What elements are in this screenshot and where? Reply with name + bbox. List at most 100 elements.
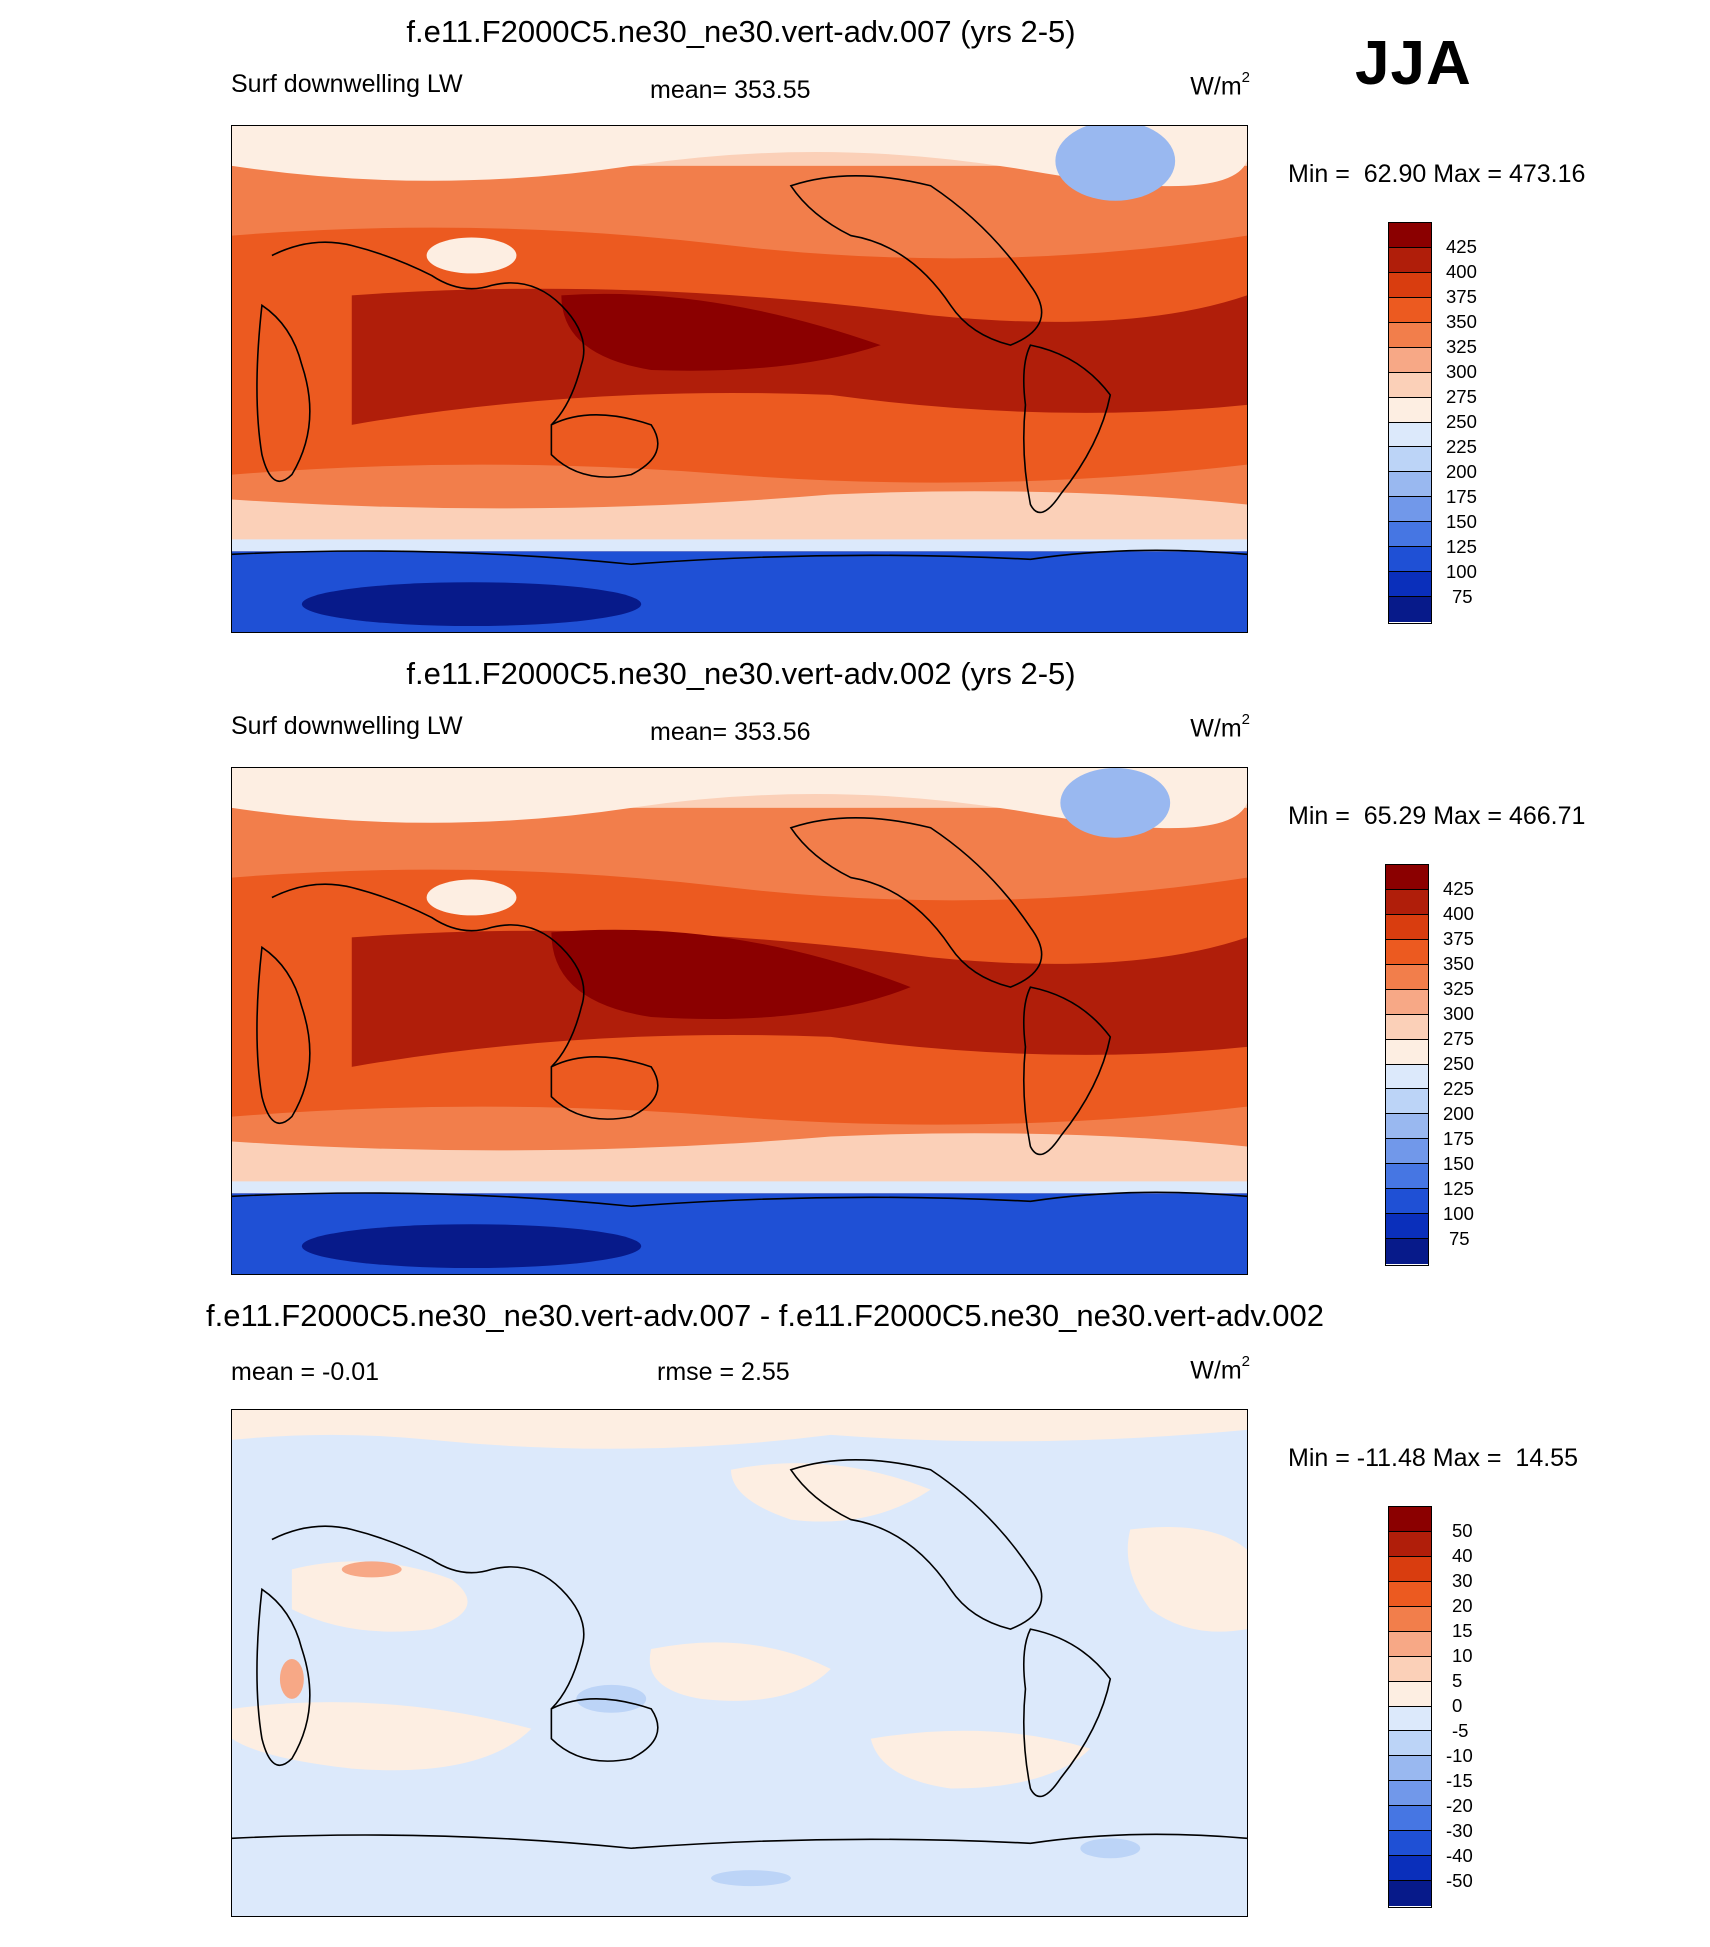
panel-2-colorbar-swatch	[1386, 1214, 1428, 1240]
panel-3-map-field	[232, 1410, 1247, 1916]
panel-2-variable-label: Surf downwelling LW	[231, 712, 463, 740]
panel-2-colorbar-swatch	[1386, 1014, 1428, 1040]
panel-1-colorbar-tick-label: 350	[1446, 311, 1477, 333]
panel-2-colorbar-tick-label: 200	[1443, 1102, 1474, 1124]
panel-2-coast-south-america	[1022, 986, 1112, 1156]
panel-2-field-tibet	[426, 879, 517, 916]
panel-2-colorbar-swatch	[1386, 989, 1428, 1015]
panel-1-colorbar-tick-label: 75	[1452, 585, 1473, 607]
panel-1-field-warm-pool	[561, 293, 881, 371]
panel-3-colorbar-swatch	[1389, 1756, 1431, 1782]
panel-1-colorbar-swatch	[1389, 597, 1431, 622]
panel-2-coast-eurasia	[271, 883, 585, 1068]
panel-3-colorbar-swatch	[1389, 1806, 1431, 1832]
panel-2-field-greenland	[1060, 768, 1171, 838]
panel-2-colorbar-tick-label: 250	[1443, 1053, 1474, 1074]
panel-3-colorbar-swatch	[1389, 1581, 1431, 1607]
panel-2-minmax: Min = 65.29 Max = 466.71	[1288, 802, 1586, 830]
panel-1-coast-antarctica	[232, 549, 1247, 566]
panel-1-colorbar-tick-label: 225	[1446, 435, 1477, 457]
panel-2-colorbar-swatch	[1386, 1039, 1428, 1065]
panel-2-colorbar-swatch	[1386, 1089, 1428, 1115]
panel-3-colorbar-swatch	[1389, 1507, 1431, 1532]
panel-1-coast-eurasia	[271, 241, 585, 426]
panel-3-colorbar-tick-label: -5	[1452, 1719, 1469, 1741]
panel-1-colorbar-swatch	[1389, 322, 1431, 348]
panel-3-colorbar-swatch	[1389, 1831, 1431, 1857]
panel-1-colorbar-tick-label: 375	[1446, 286, 1477, 308]
panel-1-colorbar-swatch	[1389, 447, 1431, 473]
panel-1-mean-label: mean= 353.55	[650, 76, 811, 104]
panel-1-minmax: Min = 62.90 Max = 473.16	[1288, 160, 1586, 188]
panel-1-colorbar-swatch	[1389, 272, 1431, 298]
panel-1-variable-label: Surf downwelling LW	[231, 70, 463, 98]
panel-1-colorbar-swatch	[1389, 572, 1431, 598]
panel-1-coast-africa	[256, 303, 311, 482]
panel-1-field-greenland	[1055, 126, 1176, 201]
panel-1-colorbar-tick-label: 300	[1446, 361, 1477, 383]
panel-3-colorbar-swatch	[1389, 1556, 1431, 1582]
panel-1-field-polar-cap	[232, 126, 1247, 187]
panel-1-colorbar-swatch	[1389, 223, 1431, 248]
panel-2-field-subpolar	[232, 1133, 1247, 1187]
panel-1-colorbar-tick-label: 175	[1446, 485, 1477, 507]
panel-1-colorbar-tick-label: 325	[1446, 336, 1477, 358]
panel-2-colorbar-swatch	[1386, 1189, 1428, 1215]
panel-3-field-positive-c	[870, 1730, 1091, 1789]
panel-2-colorbar-swatch	[1386, 964, 1428, 990]
panel-1-coastlines	[232, 175, 1247, 566]
panel-2-coast-africa	[256, 945, 311, 1124]
panel-3-colorbar-tick-label: -30	[1446, 1819, 1473, 1841]
panel-3-coast-australia	[550, 1698, 659, 1762]
panel-3-colorbar-swatch	[1389, 1781, 1431, 1807]
panel-1-colorbar-tick-label: 250	[1446, 411, 1477, 432]
panel-3-mean-label: mean = -0.01	[231, 1358, 380, 1386]
panel-3-colorbar-tick-label: 10	[1452, 1645, 1473, 1667]
panel-3-colorbar-tick-label: 15	[1452, 1620, 1473, 1642]
panel-1-colorbar-tick-label: 125	[1446, 535, 1477, 557]
panel-3-colorbar-tick-label: -15	[1446, 1769, 1473, 1791]
panel-1-colorbar-swatch	[1389, 522, 1431, 548]
panel-3-field-positive-f	[1127, 1527, 1247, 1632]
panel-3-field-cool-spot-a	[576, 1684, 647, 1713]
panel-2-mean-label: mean= 353.56	[650, 718, 811, 746]
panel-3-coast-eurasia	[271, 1525, 585, 1710]
panel-1-colorbar-swatch	[1389, 472, 1431, 498]
panel-1-colorbar-tick-label: 200	[1446, 460, 1477, 482]
panel-1-colorbar-tick-label: 100	[1446, 560, 1477, 582]
panel-2-colorbar-tick-label: 375	[1443, 928, 1474, 950]
panel-1-map	[231, 125, 1248, 633]
panel-2-colorbar-swatch	[1386, 914, 1428, 940]
panel-2-map	[231, 767, 1248, 1275]
panel-2-colorbar-tick-label: 350	[1443, 953, 1474, 975]
panel-1-field-ice-edge	[232, 539, 1247, 552]
panel-2-colorbar-swatch	[1386, 1114, 1428, 1140]
panel-3-colorbar-tick-label: -50	[1446, 1869, 1473, 1891]
panel-1-coast-north-america	[789, 175, 1043, 346]
panel-2-map-field	[232, 768, 1247, 1274]
panel-1-colorbar-tick-label: 150	[1446, 510, 1477, 532]
panel-2-title: f.e11.F2000C5.ne30_ne30.vert-adv.002 (yr…	[406, 656, 1076, 691]
panel-3-colorbar	[1388, 1506, 1432, 1908]
panel-1-colorbar-swatch	[1389, 347, 1431, 373]
panel-3-colorbar-tick-label: 5	[1452, 1670, 1463, 1692]
panel-1-colorbar-swatch	[1389, 497, 1431, 523]
panel-3-field-positive-e	[731, 1463, 931, 1522]
panel-3-field-cool-spot-c	[711, 1870, 791, 1887]
panel-2-colorbar-tick-label: 325	[1443, 978, 1474, 1000]
panel-2-colorbar-tick-label: 225	[1443, 1077, 1474, 1099]
panel-2-colorbar-tick-label: 425	[1443, 878, 1474, 900]
panel-3-field-cool-spot-b	[1080, 1838, 1141, 1859]
panel-2-colorbar-swatch	[1386, 939, 1428, 965]
panel-2-coast-antarctica	[232, 1191, 1247, 1208]
panel-3-coastlines	[232, 1459, 1247, 1850]
panel-3-rmse-label: rmse = 2.55	[657, 1358, 790, 1386]
panel-3-map	[231, 1409, 1248, 1917]
panel-3-title: f.e11.F2000C5.ne30_ne30.vert-adv.007 - f…	[206, 1298, 1324, 1333]
panel-1-colorbar-swatch	[1389, 297, 1431, 323]
panel-1-map-field	[232, 126, 1247, 632]
panel-3-colorbar-tick-label: -40	[1446, 1844, 1473, 1866]
panel-3-minmax: Min = -11.48 Max = 14.55	[1288, 1444, 1578, 1472]
panel-2-colorbar-tick-label: 100	[1443, 1202, 1474, 1224]
